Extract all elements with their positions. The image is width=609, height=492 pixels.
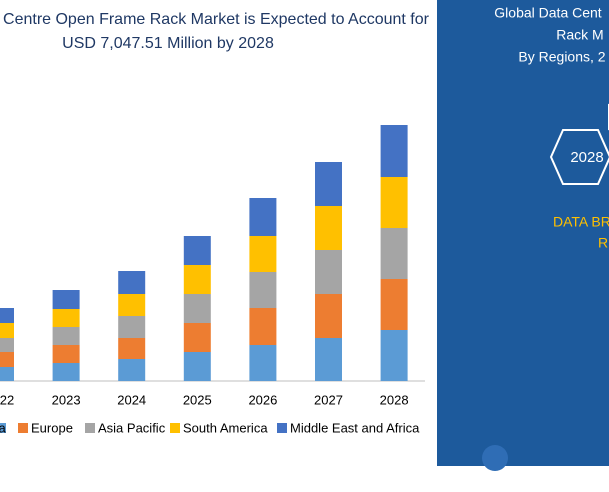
bar-segment <box>183 352 211 381</box>
bar-segment <box>0 367 14 381</box>
bar-segment <box>315 206 342 250</box>
bar-segment <box>52 327 80 345</box>
bar-segment <box>52 345 80 363</box>
x-tick-label: 2023 <box>52 392 81 407</box>
bar-segment <box>380 177 408 228</box>
x-tick-label: 2024 <box>117 392 146 407</box>
side-panel <box>437 0 609 466</box>
bar-segment <box>0 352 14 367</box>
panel-brand: DATA BR <box>553 214 609 230</box>
bar-segment <box>183 265 211 294</box>
bar-segment <box>0 338 14 352</box>
x-tick-label: 22 <box>0 392 14 407</box>
chart-title: USD 7,047.51 Million by 2028 <box>62 35 274 52</box>
bar-segment <box>0 308 14 323</box>
x-tick-label: 2026 <box>248 392 277 407</box>
bar-segment <box>249 272 277 308</box>
bar-segment <box>183 294 211 323</box>
bar-segment <box>380 125 408 177</box>
bar-segment <box>315 338 342 381</box>
x-tick-label: 2025 <box>183 392 212 407</box>
bar-segment <box>315 162 342 206</box>
legend-label: South America <box>183 420 268 435</box>
legend-label: ca <box>0 420 7 435</box>
logo <box>482 445 508 471</box>
chart-title: Centre Open Frame Rack Market is Expecte… <box>3 11 430 28</box>
legend-label: Europe <box>31 420 73 435</box>
bar-segment <box>183 323 211 352</box>
bar-segment <box>249 308 277 345</box>
panel-heading: Global Data Cent <box>494 5 602 21</box>
panel-year: 2028 <box>570 149 603 166</box>
bar-segment <box>118 316 146 338</box>
bar-segment <box>380 279 408 330</box>
x-tick-label: 2028 <box>380 392 409 407</box>
bar-segment <box>52 290 80 309</box>
bar-segment <box>315 250 342 294</box>
legend-label: Middle East and Africa <box>290 420 420 435</box>
legend-swatch <box>85 423 95 433</box>
bar-segment <box>118 271 146 294</box>
hexagon <box>549 129 609 185</box>
bar-segment <box>249 236 277 272</box>
bar-segment <box>118 338 146 359</box>
bar-segment <box>0 323 14 338</box>
legend-swatch <box>170 423 180 433</box>
legend-label: Asia Pacific <box>98 420 166 435</box>
panel-heading: By Regions, 2 <box>518 49 605 65</box>
bar-segment <box>249 198 277 236</box>
bar-segment <box>380 228 408 279</box>
bar-segment <box>380 330 408 381</box>
legend-swatch <box>277 423 287 433</box>
bar-segment <box>315 294 342 338</box>
legend-swatch <box>18 423 28 433</box>
bar-segment <box>52 309 80 327</box>
bar-segment <box>249 345 277 381</box>
bar-segment <box>118 294 146 316</box>
x-tick-label: 2027 <box>314 392 343 407</box>
bar-segment <box>52 363 80 381</box>
bar-segment <box>183 236 211 265</box>
panel-heading: Rack M <box>556 27 603 43</box>
bar-segment <box>118 359 146 381</box>
panel-brand: R <box>598 235 608 251</box>
legend-swatch <box>0 423 6 433</box>
